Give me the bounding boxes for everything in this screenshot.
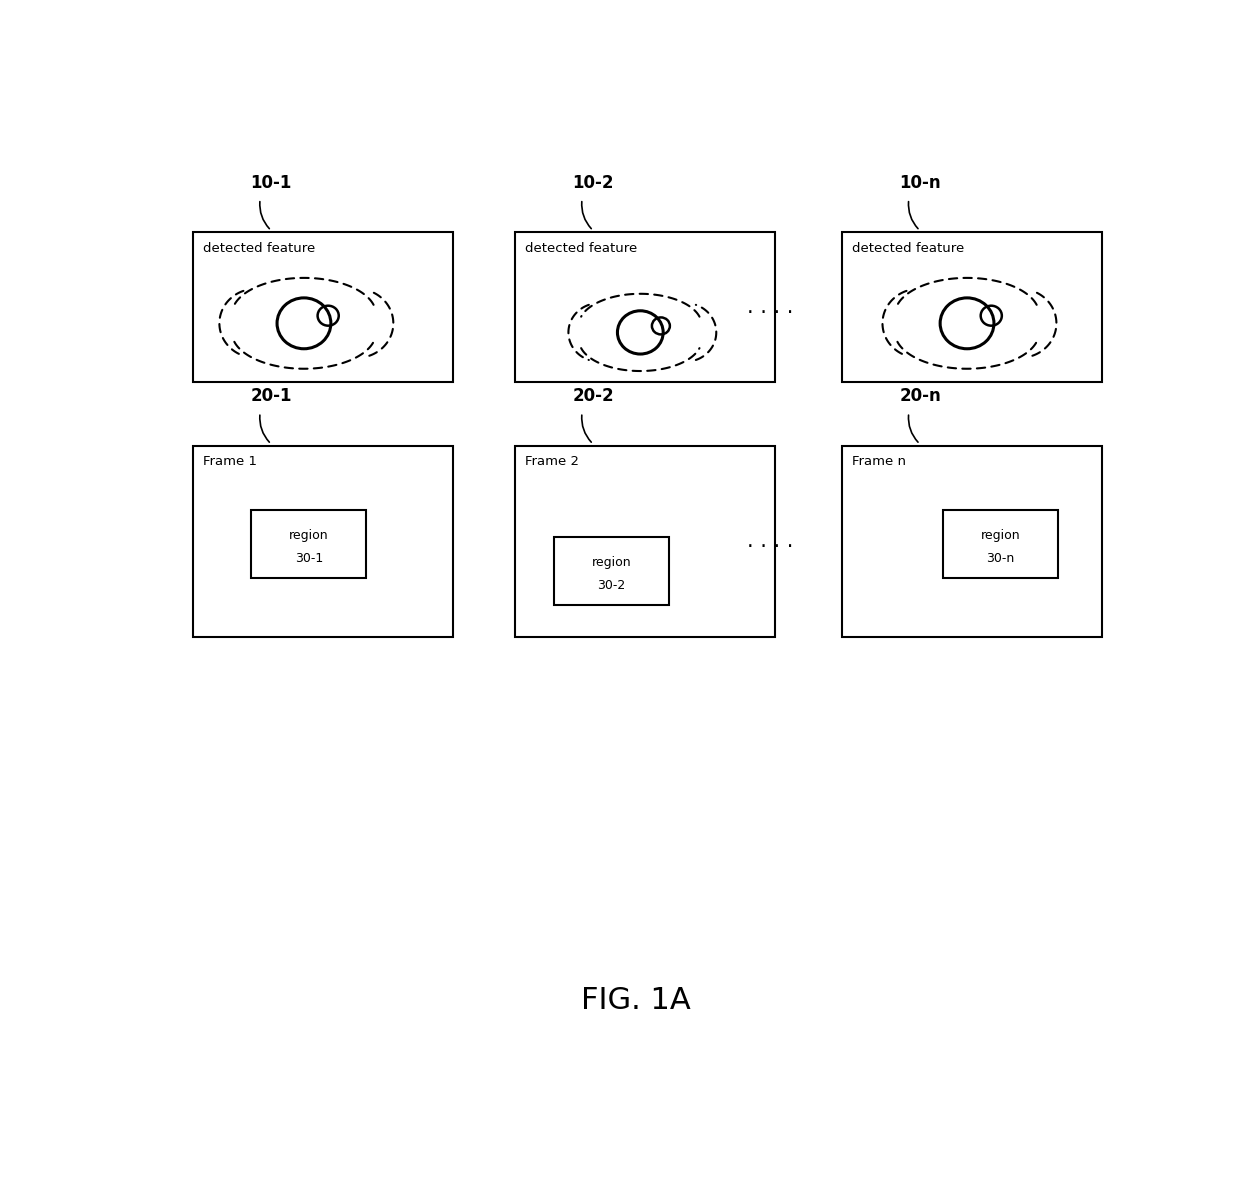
Bar <box>193 232 453 382</box>
Text: 30-n: 30-n <box>987 552 1014 565</box>
Text: region: region <box>981 529 1021 542</box>
Text: 20-n: 20-n <box>899 387 941 405</box>
Text: 10-n: 10-n <box>899 173 941 191</box>
Bar <box>250 510 367 578</box>
Text: . . . .: . . . . <box>746 297 794 317</box>
Bar <box>842 446 1101 637</box>
Bar <box>516 446 775 637</box>
Text: region: region <box>289 529 329 542</box>
Text: detected feature: detected feature <box>203 242 315 255</box>
Text: detected feature: detected feature <box>852 242 963 255</box>
Text: . . . .: . . . . <box>746 531 794 551</box>
Text: FIG. 1A: FIG. 1A <box>580 985 691 1015</box>
Bar <box>942 510 1058 578</box>
Bar <box>554 537 670 605</box>
Text: 10-1: 10-1 <box>250 173 291 191</box>
Text: 20-2: 20-2 <box>573 387 614 405</box>
Bar <box>842 232 1101 382</box>
Bar <box>516 232 775 382</box>
Text: 30-2: 30-2 <box>598 579 626 592</box>
Bar <box>193 446 453 637</box>
Text: Frame 1: Frame 1 <box>203 455 257 468</box>
Text: 10-2: 10-2 <box>573 173 614 191</box>
Text: 30-1: 30-1 <box>295 552 322 565</box>
Text: Frame 2: Frame 2 <box>525 455 579 468</box>
Text: Frame n: Frame n <box>852 455 905 468</box>
Text: region: region <box>591 556 631 569</box>
Text: 20-1: 20-1 <box>250 387 293 405</box>
Text: detected feature: detected feature <box>525 242 637 255</box>
